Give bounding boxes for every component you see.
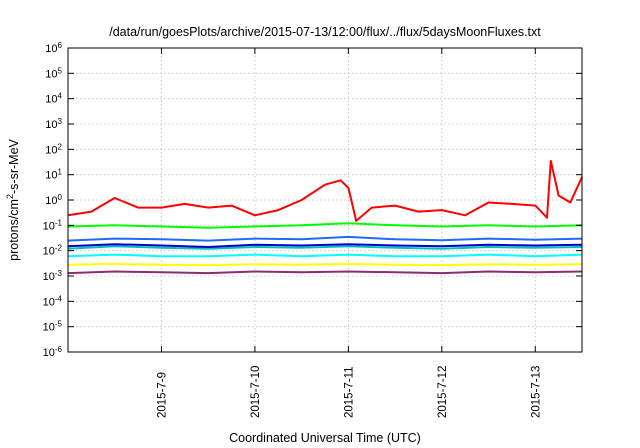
x-tick-label: 2015-7-13 xyxy=(530,366,542,418)
y-tick-base: 10 xyxy=(45,119,57,131)
y-tick-exponent: -2 xyxy=(55,243,63,252)
x-tick-label: 2015-7-9 xyxy=(156,372,168,418)
y-tick-base: 10 xyxy=(45,170,57,182)
y-tick-label: 105 xyxy=(45,66,62,81)
series-line xyxy=(67,262,583,267)
series-line xyxy=(67,253,583,258)
gridlines xyxy=(68,48,582,352)
series-line xyxy=(67,235,583,242)
x-tick-label: 2015-7-12 xyxy=(437,366,449,418)
y-tick-base: 10 xyxy=(43,271,55,283)
series-line xyxy=(67,243,583,248)
y-tick-exponent: 3 xyxy=(58,117,63,126)
chart-title: /data/run/goesPlots/archive/2015-07-13/1… xyxy=(109,25,541,39)
series-line xyxy=(67,245,583,250)
y-tick-exponent: 6 xyxy=(58,41,63,50)
y-tick-label: 10-5 xyxy=(43,319,63,334)
y-tick-label: 103 xyxy=(45,117,62,132)
y-tick-label: 102 xyxy=(45,142,62,157)
y-tick-base: 10 xyxy=(45,94,57,106)
series-line xyxy=(67,270,583,275)
y-tick-exponent: 1 xyxy=(58,167,63,176)
y-tick-exponent: -4 xyxy=(55,294,63,303)
y-tick-exponent: -6 xyxy=(55,345,63,354)
y-tick-label: 104 xyxy=(45,91,62,106)
y-tick-label: 10-4 xyxy=(43,294,63,309)
y-axis: 10-610-510-410-310-210-11001011021031041… xyxy=(43,41,582,360)
y-axis-label-sup: 2 xyxy=(5,194,15,199)
series-line xyxy=(67,222,583,229)
y-tick-base: 10 xyxy=(43,220,55,232)
y-axis-label-suffix: -s-sr-MeV xyxy=(7,138,21,194)
series-layer xyxy=(67,159,583,275)
y-tick-exponent: -3 xyxy=(55,269,63,278)
y-tick-exponent: 0 xyxy=(58,193,63,202)
y-tick-exponent: -1 xyxy=(55,218,63,227)
y-tick-label: 10-3 xyxy=(43,269,63,284)
x-axis: 2015-7-9 2015-7-10 2015-7-11 2015-7-12 2015-… xyxy=(156,48,542,418)
y-tick-label: 100 xyxy=(45,193,62,208)
y-tick-base: 10 xyxy=(43,246,55,258)
y-tick-base: 10 xyxy=(45,43,57,55)
y-tick-base: 10 xyxy=(43,296,55,308)
series-line xyxy=(67,159,583,222)
y-tick-exponent: 2 xyxy=(58,142,63,151)
y-tick-base: 10 xyxy=(45,68,57,80)
y-tick-label: 101 xyxy=(45,167,62,182)
x-tick-label: 2015-7-10 xyxy=(250,366,262,418)
y-tick-base: 10 xyxy=(43,347,55,359)
y-tick-base: 10 xyxy=(45,144,57,156)
y-tick-base: 10 xyxy=(43,322,55,334)
y-tick-label: 10-1 xyxy=(43,218,63,233)
y-tick-exponent: 5 xyxy=(58,66,63,75)
y-tick-label: 10-2 xyxy=(43,243,63,258)
y-axis-label-prefix: protons/cm xyxy=(7,199,21,261)
x-axis-label: Coordinated Universal Time (UTC) xyxy=(229,431,421,445)
x-tick-label: 2015-7-11 xyxy=(343,366,355,418)
y-tick-exponent: 4 xyxy=(58,91,63,100)
y-tick-base: 10 xyxy=(45,195,57,207)
y-tick-exponent: -5 xyxy=(55,319,63,328)
y-tick-label: 106 xyxy=(45,41,62,56)
y-tick-label: 10-6 xyxy=(43,345,63,360)
y-axis-label: protons/cm2-s-sr-MeV xyxy=(5,138,21,260)
